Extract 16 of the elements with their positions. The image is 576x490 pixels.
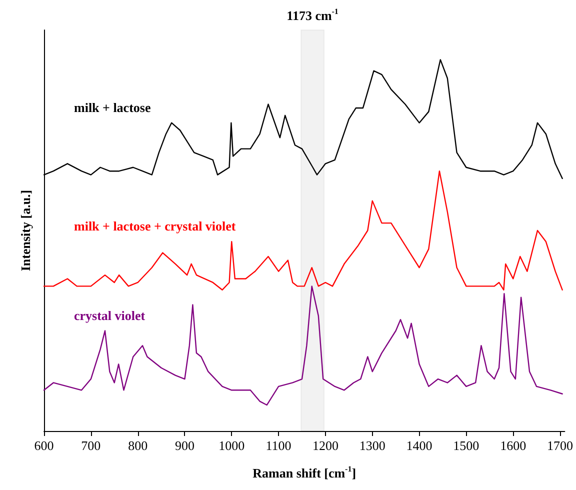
x-tick-label: 800: [128, 438, 148, 453]
x-tick-label: 1000: [218, 438, 245, 453]
x-tick-label: 900: [174, 438, 194, 453]
series-label: crystal violet: [74, 308, 146, 323]
x-tick-label: 1500: [453, 438, 480, 453]
x-tick-label: 1600: [500, 438, 526, 453]
y-axis-title: Intensity [a.u.]: [18, 190, 33, 272]
x-tick-label: 1200: [312, 438, 338, 453]
series-label: milk + lactose + crystal violet: [74, 218, 236, 234]
x-tick-label: 1700: [547, 438, 573, 453]
x-tick-label: 1300: [359, 438, 386, 453]
x-tick-label: 1100: [266, 438, 292, 453]
series-label: milk + lactose: [74, 100, 151, 115]
x-tick-label: 1400: [406, 438, 432, 453]
x-tick-label: 600: [34, 438, 54, 453]
x-tick-label: 700: [81, 438, 101, 453]
